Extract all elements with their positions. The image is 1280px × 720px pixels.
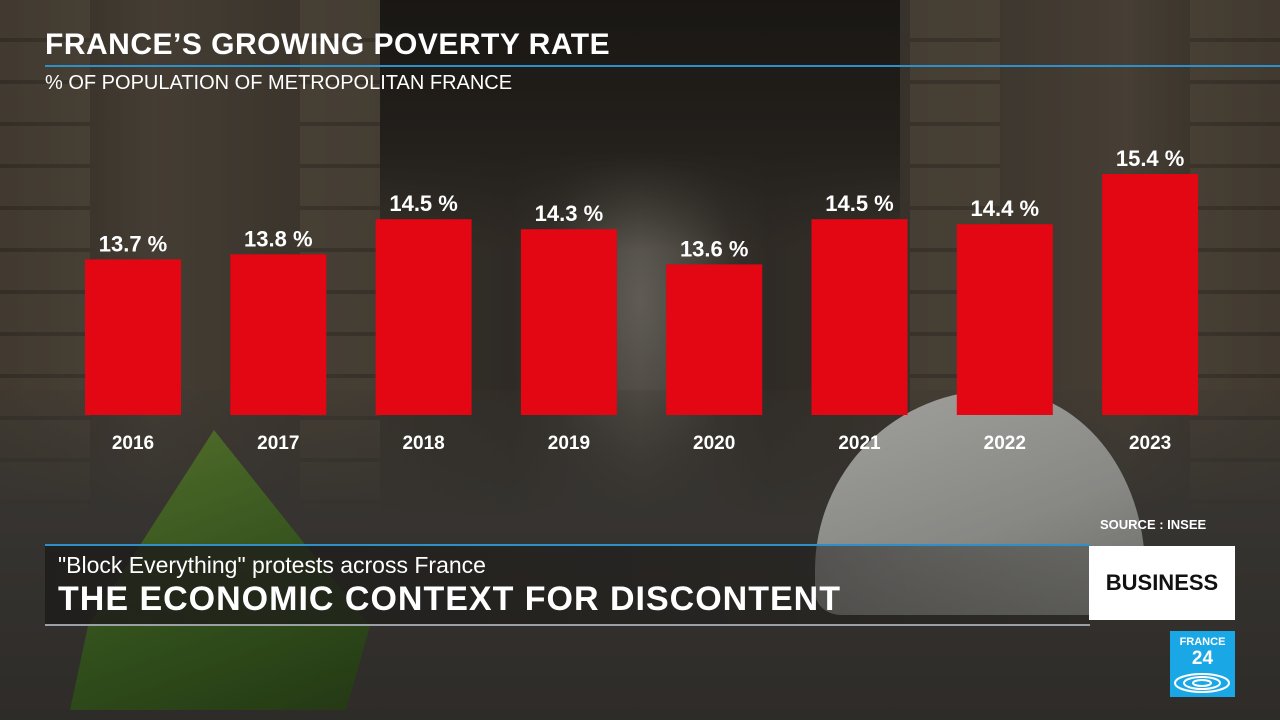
bar-2020 — [666, 264, 763, 415]
lower-third-headline: THE ECONOMIC CONTEXT FOR DISCONTENT — [58, 580, 841, 618]
value-label-2017: 13.8 % — [244, 226, 313, 251]
lower-third-bottom-rule — [45, 624, 1090, 626]
section-badge: BUSINESS — [1089, 546, 1235, 620]
value-label-2020: 13.6 % — [680, 236, 749, 261]
section-badge-label: BUSINESS — [1105, 570, 1219, 595]
value-label-2021: 14.5 % — [825, 191, 894, 216]
bridge-ceiling — [380, 0, 900, 250]
lower-third-top-rule — [45, 544, 1090, 546]
france24-logo: FRANCE 24 — [1170, 631, 1235, 697]
title-divider — [45, 65, 1280, 67]
chart-subtitle: % OF POPULATION OF METROPOLITAN FRANCE — [45, 72, 513, 94]
bar-2019 — [520, 229, 617, 415]
bar-2017 — [230, 254, 327, 415]
value-label-2023: 15.4 % — [1116, 146, 1185, 171]
year-label-2021: 2021 — [838, 433, 881, 454]
year-label-2018: 2018 — [402, 433, 444, 454]
value-label-2016: 13.7 % — [99, 231, 168, 256]
year-label-2023: 2023 — [1129, 433, 1171, 454]
bar-2018 — [375, 219, 472, 415]
value-label-2019: 14.3 % — [535, 201, 604, 226]
lower-third-subheadline: "Block Everything" protests across Franc… — [58, 552, 486, 578]
year-label-2020: 2020 — [693, 433, 735, 454]
logo-line-2: 24 — [1191, 648, 1214, 669]
source-credit: SOURCE : INSEE — [1100, 517, 1207, 532]
value-label-2022: 14.4 % — [971, 196, 1040, 221]
bar-2023 — [1102, 174, 1199, 415]
bar-2022 — [956, 224, 1053, 415]
year-label-2016: 2016 — [112, 433, 154, 454]
bar-2016 — [85, 259, 181, 415]
logo-line-1: FRANCE — [1179, 636, 1226, 648]
lower-third-band — [45, 546, 1090, 624]
year-label-2019: 2019 — [548, 433, 590, 454]
bar-2021 — [811, 219, 908, 415]
chart-title: FRANCE’S GROWING POVERTY RATE — [45, 28, 611, 61]
year-label-2022: 2022 — [984, 433, 1026, 454]
year-label-2017: 2017 — [257, 433, 299, 454]
globe-waves-icon — [1174, 673, 1230, 693]
value-label-2018: 14.5 % — [389, 191, 458, 216]
